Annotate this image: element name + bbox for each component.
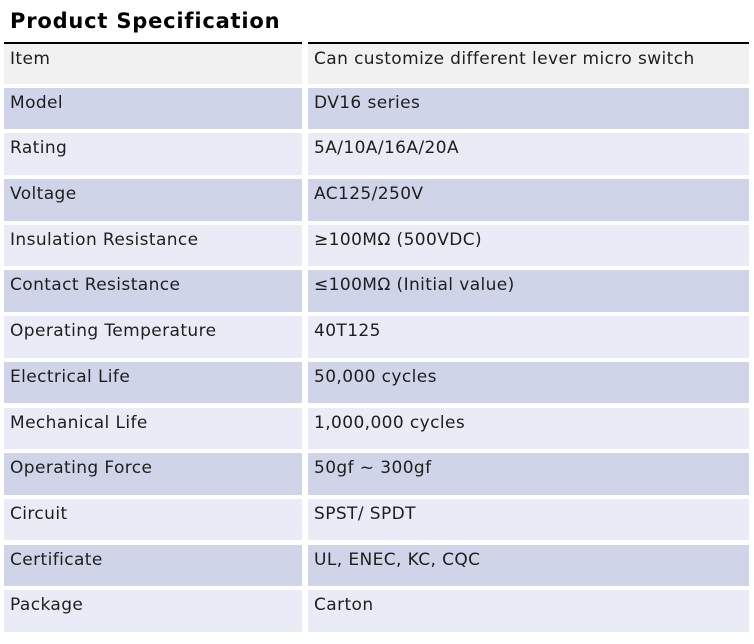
table-row: Package Carton <box>4 590 749 632</box>
spec-label: Certificate <box>4 544 302 587</box>
table-row: Electrical Life 50,000 cycles <box>4 361 749 404</box>
spec-label: Insulation Resistance <box>4 224 302 267</box>
table-row: Model DV16 series <box>4 87 749 130</box>
spec-label: Model <box>4 87 302 130</box>
table-row: Contact Resistance ≤100MΩ (Initial value) <box>4 270 749 312</box>
spec-label: Operating Force <box>4 453 302 495</box>
table-row: Certificate UL, ENEC, KC, CQC <box>4 544 749 587</box>
table-row: Operating Temperature 40T125 <box>4 316 749 358</box>
spec-label: Package <box>4 590 302 632</box>
spec-value: Carton <box>308 590 749 632</box>
spec-value: 50,000 cycles <box>308 361 749 404</box>
spec-label: Contact Resistance <box>4 270 302 312</box>
spec-table: Item Can customize different lever micro … <box>4 42 749 632</box>
page-title: Product Specification <box>10 9 281 33</box>
spec-value: SPST/ SPDT <box>308 498 749 541</box>
spec-label: Voltage <box>4 179 302 221</box>
spec-value: 5A/10A/16A/20A <box>308 133 749 175</box>
table-row: Rating 5A/10A/16A/20A <box>4 133 749 175</box>
table-row: Mechanical Life 1,000,000 cycles <box>4 407 749 449</box>
table-header-row: Item Can customize different lever micro … <box>4 42 749 84</box>
spec-label: Rating <box>4 133 302 175</box>
spec-value: AC125/250V <box>308 179 749 221</box>
spec-label: Item <box>4 42 302 84</box>
spec-label: Electrical Life <box>4 361 302 404</box>
spec-value: 1,000,000 cycles <box>308 407 749 449</box>
table-row: Operating Force 50gf ~ 300gf <box>4 453 749 495</box>
spec-value: DV16 series <box>308 87 749 130</box>
spec-value: Can customize different lever micro swit… <box>308 42 749 84</box>
table-row: Circuit SPST/ SPDT <box>4 498 749 541</box>
spec-label: Mechanical Life <box>4 407 302 449</box>
spec-value: ≥100MΩ (500VDC) <box>308 224 749 267</box>
spec-value: ≤100MΩ (Initial value) <box>308 270 749 312</box>
spec-label: Operating Temperature <box>4 316 302 358</box>
spec-value: UL, ENEC, KC, CQC <box>308 544 749 587</box>
spec-value: 50gf ~ 300gf <box>308 453 749 495</box>
spec-value: 40T125 <box>308 316 749 358</box>
table-row: Insulation Resistance ≥100MΩ (500VDC) <box>4 224 749 267</box>
table-row: Voltage AC125/250V <box>4 179 749 221</box>
spec-label: Circuit <box>4 498 302 541</box>
